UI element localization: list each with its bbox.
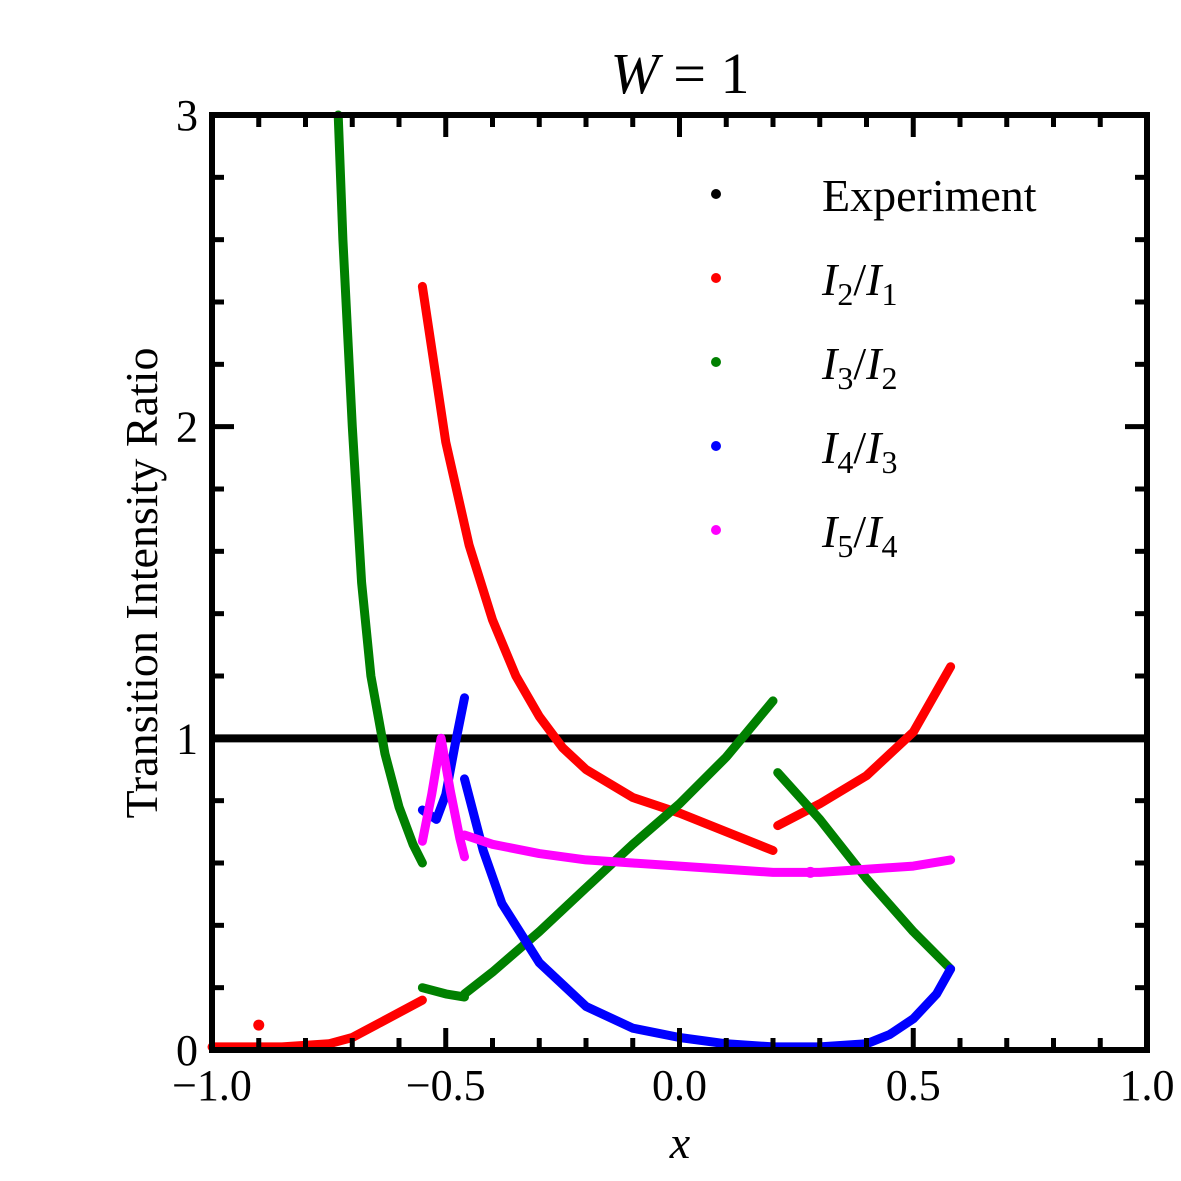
plot-marks	[207, 110, 1147, 1052]
legend-label-0: Experiment	[822, 170, 1037, 221]
series-2-segment-2	[460, 696, 778, 999]
series-1-segment-1	[417, 281, 778, 855]
series-4-segment-1	[460, 830, 956, 877]
legend-marker-1	[711, 273, 721, 283]
y-tick-label: 3	[176, 91, 198, 140]
series-2-segment-1	[417, 983, 469, 1002]
legend-label-2: I3/I2	[821, 338, 897, 396]
chart-title-symbol: W	[610, 41, 663, 106]
series-1-segment-0	[207, 995, 427, 1052]
x-axis-label: x	[669, 1117, 691, 1168]
series-2-segment-0	[333, 110, 427, 868]
legend-label-3: I4/I3	[821, 422, 897, 480]
series-1-point-0	[253, 1019, 265, 1031]
series-1-segment-2	[773, 662, 956, 831]
x-tick-label: −1.0	[172, 1061, 252, 1110]
axes	[209, 112, 1150, 1053]
y-tick-label: 0	[176, 1026, 198, 1075]
y-axis-label: Transition Intensity Ratio	[116, 347, 167, 818]
series-4-segment-0	[417, 733, 469, 862]
series-2-segment-3	[773, 768, 956, 974]
x-tick-label: 1.0	[1120, 1061, 1175, 1110]
legend-marker-4	[711, 525, 721, 535]
y-tick-label: 2	[176, 403, 198, 452]
legend-label-4: I5/I4	[821, 506, 897, 564]
legend-label-1: I2/I1	[821, 254, 897, 312]
series-4-point-0	[804, 866, 816, 878]
x-tick-label: 0.0	[652, 1061, 707, 1110]
chart-title-rest: = 1	[659, 41, 750, 106]
legend-marker-2	[711, 357, 721, 367]
series-3-segment-1	[460, 774, 956, 1052]
x-tick-label: −0.5	[406, 1061, 486, 1110]
tick-labels: −1.0 −0.5 0.0 0.5 1.0 0 1 2 3	[172, 91, 1174, 1110]
legend-marker-0	[711, 189, 721, 199]
x-tick-label: 0.5	[886, 1061, 941, 1110]
plot-frame	[209, 112, 1150, 1053]
legend-marker-3	[711, 441, 721, 451]
y-tick-label: 1	[176, 714, 198, 763]
chart-title: W = 1	[610, 41, 749, 106]
legend: Experiment I2/I1 I3/I2 I4/I3 I5/I4	[711, 170, 1037, 564]
